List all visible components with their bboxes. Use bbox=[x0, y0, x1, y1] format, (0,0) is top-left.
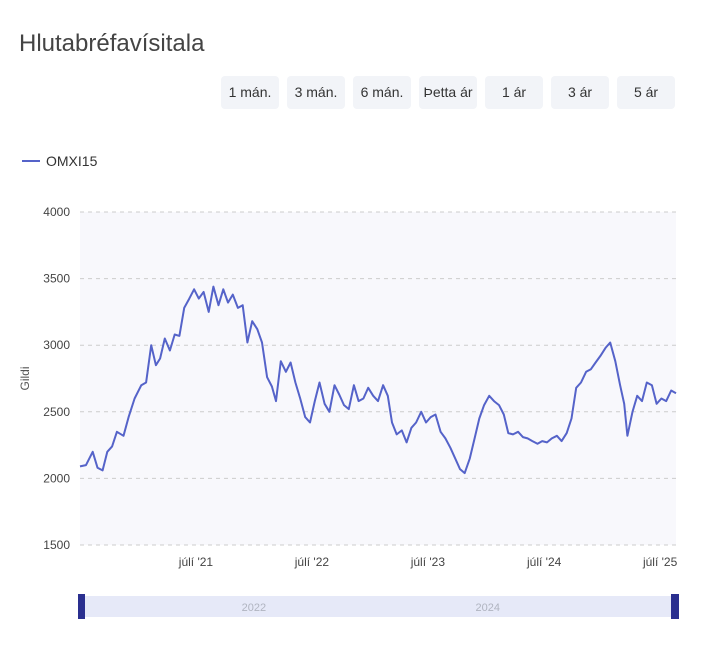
y-axis-label: Gildi bbox=[18, 366, 32, 390]
range-selector: 1 mán. 3 mán. 6 mán. Þetta ár 1 ár 3 ár … bbox=[221, 76, 675, 109]
legend-label: OMXI15 bbox=[46, 153, 98, 169]
chart-legend[interactable]: OMXI15 bbox=[22, 153, 97, 169]
range-button-1m[interactable]: 1 mán. bbox=[221, 76, 279, 109]
navigator-track bbox=[78, 596, 679, 617]
plot-area bbox=[80, 212, 676, 545]
legend-line-marker bbox=[22, 160, 40, 162]
range-button-6m[interactable]: 6 mán. bbox=[353, 76, 411, 109]
navigator-year-label: 2024 bbox=[476, 602, 500, 614]
range-button-3y[interactable]: 3 ár bbox=[551, 76, 609, 109]
page-title: Hlutabréfavísitala bbox=[19, 30, 205, 57]
navigator-handle-left[interactable] bbox=[78, 594, 85, 619]
y-tick-label: 2500 bbox=[43, 405, 70, 419]
range-button-ytd[interactable]: Þetta ár bbox=[419, 76, 477, 109]
y-tick-label: 4000 bbox=[43, 205, 70, 219]
y-tick-label: 1500 bbox=[43, 538, 70, 552]
x-tick-label: júlí '23 bbox=[410, 555, 446, 569]
y-tick-label: 2000 bbox=[43, 471, 70, 485]
y-tick-label: 3500 bbox=[43, 272, 70, 286]
x-tick-label: júlí '24 bbox=[526, 555, 562, 569]
y-tick-label: 3000 bbox=[43, 338, 70, 352]
x-tick-label: júlí '21 bbox=[178, 555, 214, 569]
x-tick-label: júlí '25 bbox=[642, 555, 678, 569]
navigator-handle-right[interactable] bbox=[671, 594, 679, 619]
range-button-5y[interactable]: 5 ár bbox=[617, 76, 675, 109]
series-line-omxi15 bbox=[79, 285, 677, 475]
range-button-3m[interactable]: 3 mán. bbox=[287, 76, 345, 109]
x-tick-label: júlí '22 bbox=[294, 555, 330, 569]
navigator-year-label: 2022 bbox=[242, 602, 266, 614]
range-button-1y[interactable]: 1 ár bbox=[485, 76, 543, 109]
